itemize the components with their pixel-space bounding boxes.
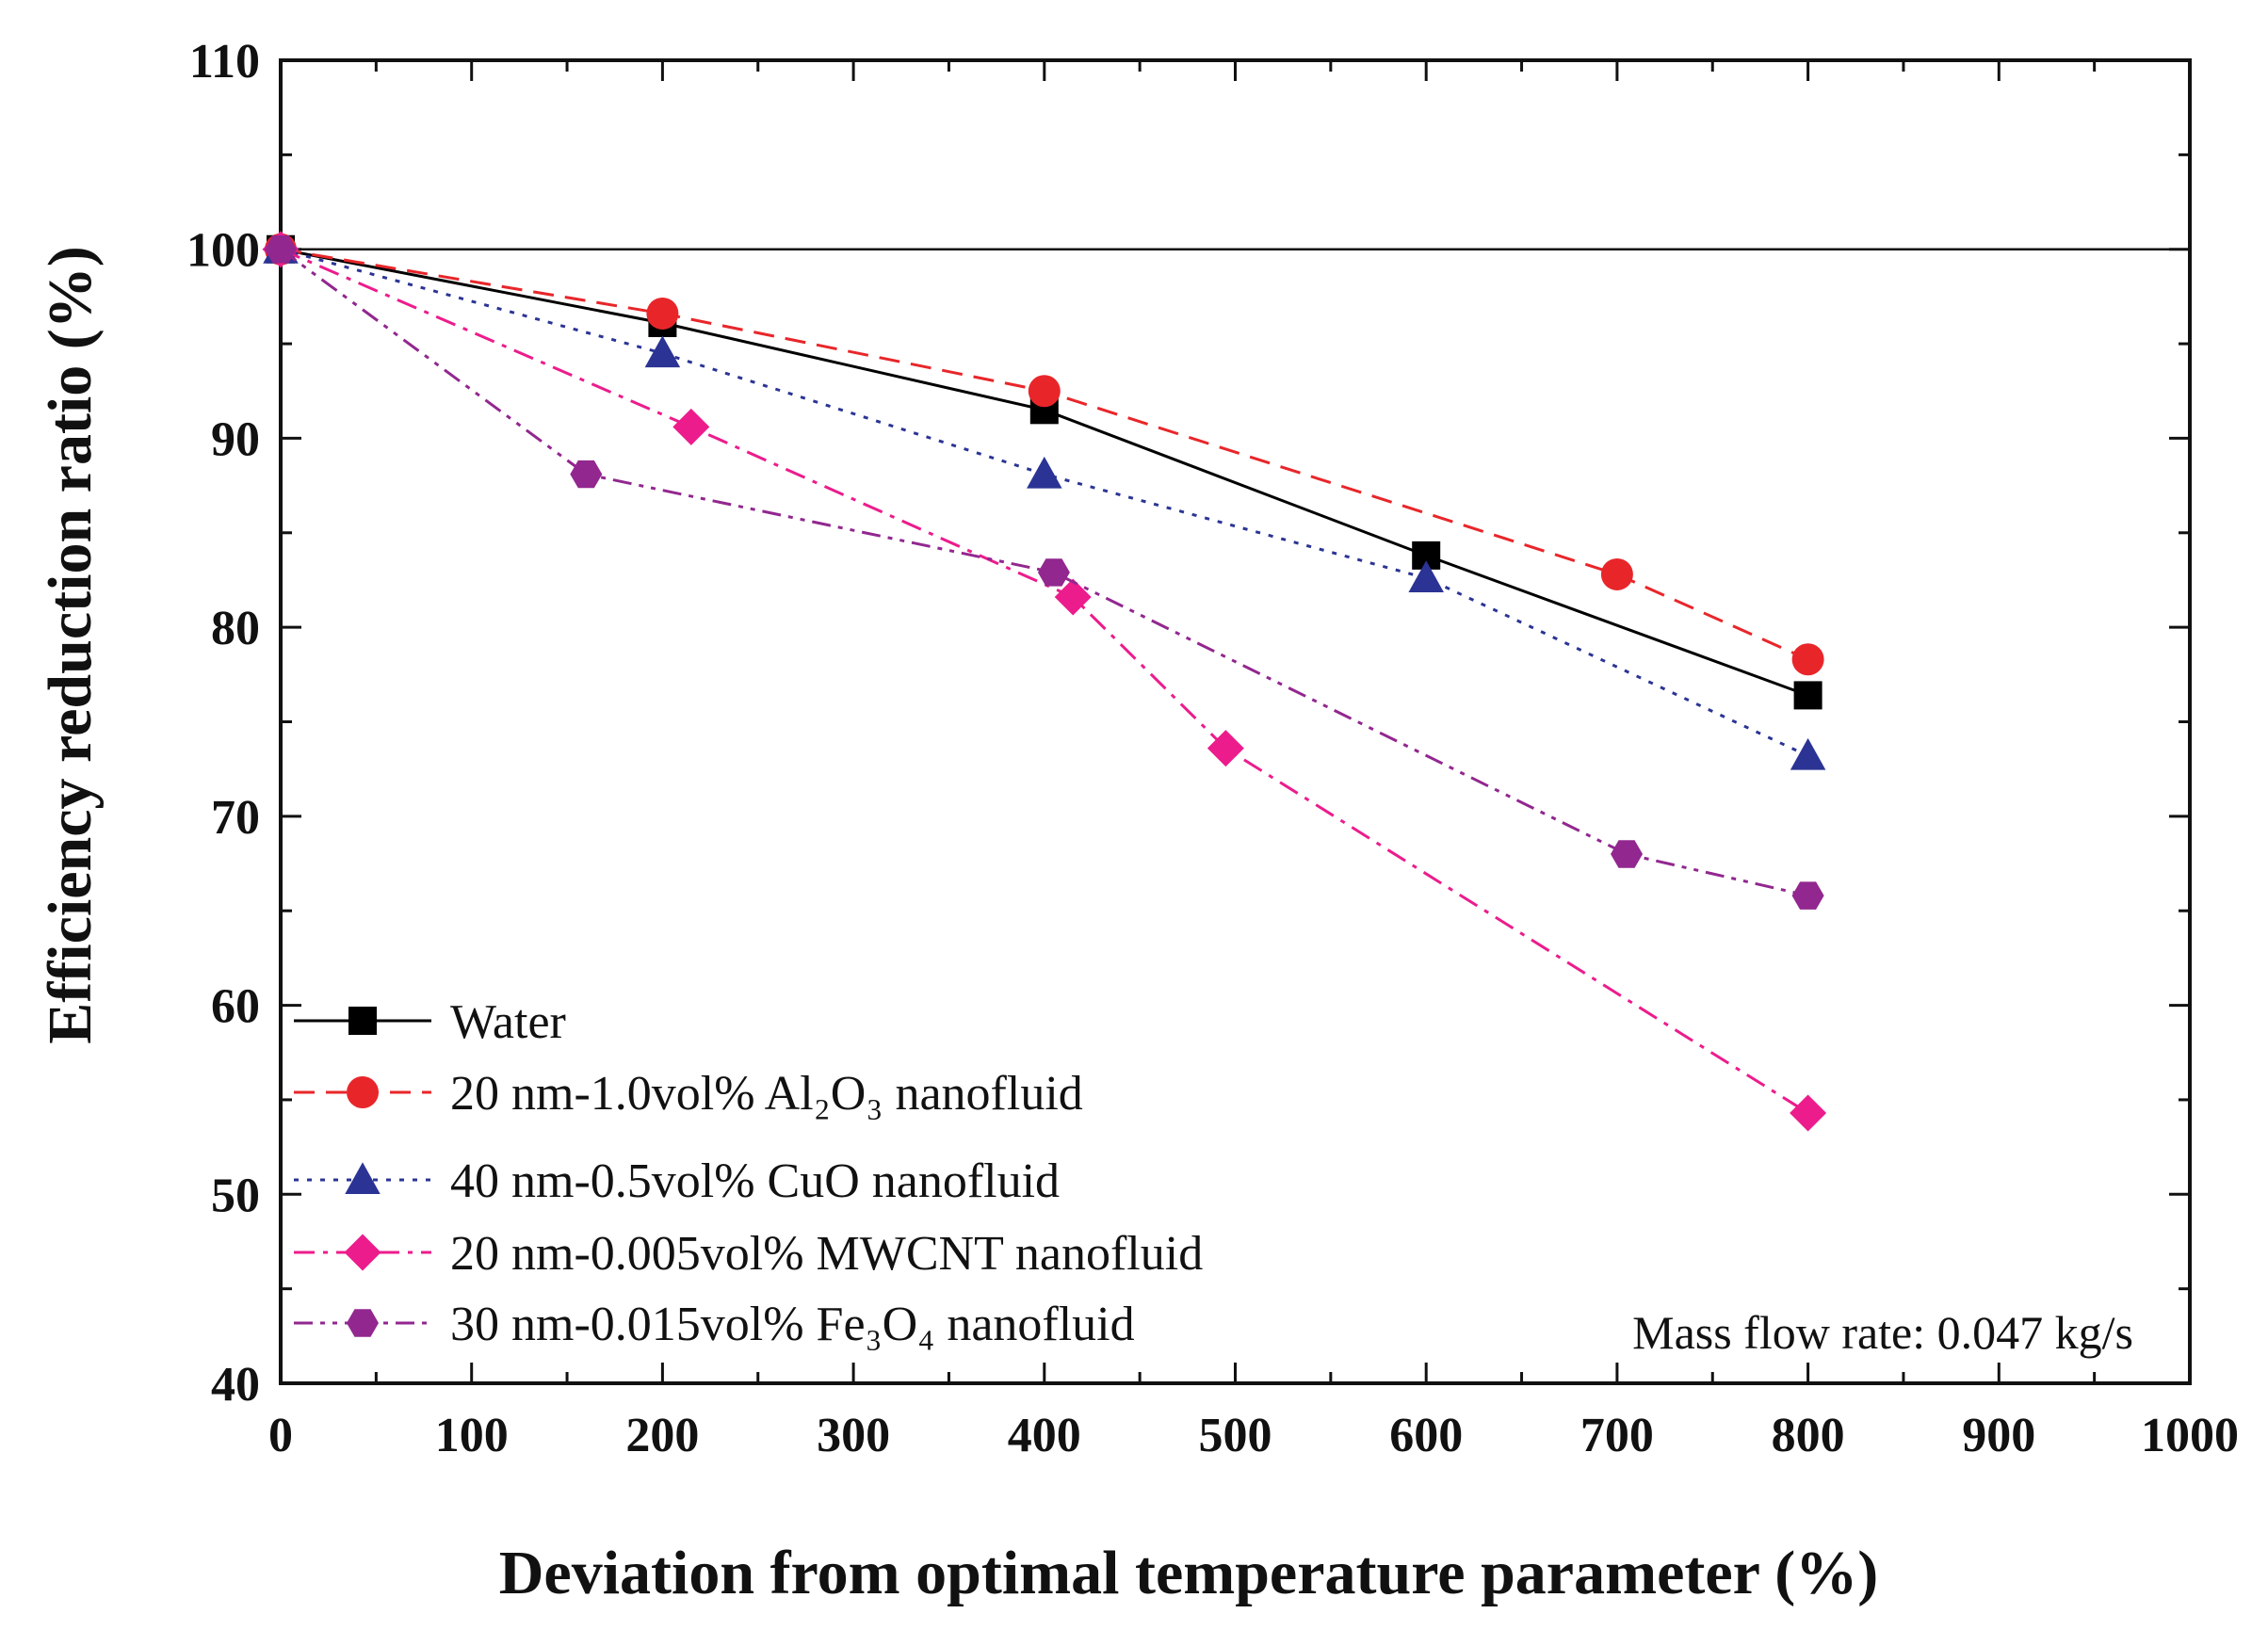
series-line: [280, 248, 1809, 757]
legend-marker: [347, 1309, 379, 1337]
legend-marker: [348, 1007, 377, 1035]
x-tick-label: 1000: [2141, 1409, 2239, 1462]
legend-label: Water: [450, 995, 566, 1049]
x-tick-label: 500: [1199, 1409, 1272, 1462]
legend-label: 20 nm-0.005vol% MWCNT nanofluid: [450, 1227, 1203, 1281]
legend: Water 20 nm-1.0vol% Al₂O₃ nanofluid 40 nm-…: [294, 995, 1203, 1351]
series-layer: [262, 231, 1827, 1132]
data-point: [1028, 375, 1061, 408]
legend-marker: [347, 1076, 379, 1108]
x-tick-label: 800: [1772, 1409, 1845, 1462]
data-point: [1611, 840, 1644, 868]
x-tick-label: 100: [435, 1409, 509, 1462]
legend-label: 30 nm-0.015vol% Fe₃O₄ nanofluid: [450, 1298, 1135, 1351]
legend-marker: [344, 1234, 381, 1271]
data-point: [1790, 1094, 1827, 1132]
x-tick-label: 200: [625, 1409, 699, 1462]
legend-marker: [345, 1162, 381, 1194]
data-point: [1790, 737, 1826, 770]
data-point: [1791, 643, 1824, 676]
data-point: [644, 335, 681, 368]
x-tick-label: 900: [1962, 1409, 2035, 1462]
y-tick-label: 50: [211, 1169, 260, 1222]
data-point: [1054, 578, 1092, 616]
x-tick-label: 400: [1008, 1409, 1081, 1462]
x-tick-label: 600: [1389, 1409, 1463, 1462]
legend-label: 20 nm-1.0vol% Al₂O₃ nanofluid: [450, 1067, 1083, 1121]
x-tick-label: 0: [268, 1409, 293, 1462]
y-tick-label: 110: [189, 35, 260, 89]
data-point: [1408, 560, 1444, 592]
data-point: [1207, 730, 1244, 767]
data-point: [646, 297, 679, 330]
y-tick-label: 90: [211, 412, 260, 466]
x-tick-label: 300: [817, 1409, 890, 1462]
series-group: [265, 234, 1824, 910]
y-tick-label: 40: [211, 1358, 260, 1412]
y-tick-label: 70: [211, 791, 260, 845]
series-group: [263, 231, 1826, 770]
data-point: [1037, 558, 1070, 587]
y-axis-title: Efficiency reduction ratio (%): [36, 246, 105, 1043]
y-tick-label: 100: [186, 224, 260, 278]
series-group: [265, 233, 1824, 676]
data-point: [672, 408, 710, 445]
x-axis-title: Deviation from optimal temperature param…: [499, 1539, 1878, 1607]
legend-label: 40 nm-0.5vol% CuO nanofluid: [450, 1154, 1060, 1208]
y-tick-label: 60: [211, 980, 260, 1034]
y-tick-label: 80: [211, 602, 260, 655]
chart-frame-layer: 0 100 200 300 400 500 600 700 800 900 1000 40 50 60 70…: [186, 35, 2239, 1462]
data-point: [1027, 456, 1062, 489]
data-point: [1793, 681, 1822, 710]
x-tick-label: 700: [1580, 1409, 1654, 1462]
series-line: [280, 248, 1809, 661]
mass-flow-annotation: Mass flow rate: 0.047 kg/s: [1632, 1306, 2133, 1359]
data-point: [265, 234, 297, 264]
data-point: [570, 460, 603, 489]
data-point: [1791, 881, 1824, 910]
data-point: [1600, 557, 1633, 590]
